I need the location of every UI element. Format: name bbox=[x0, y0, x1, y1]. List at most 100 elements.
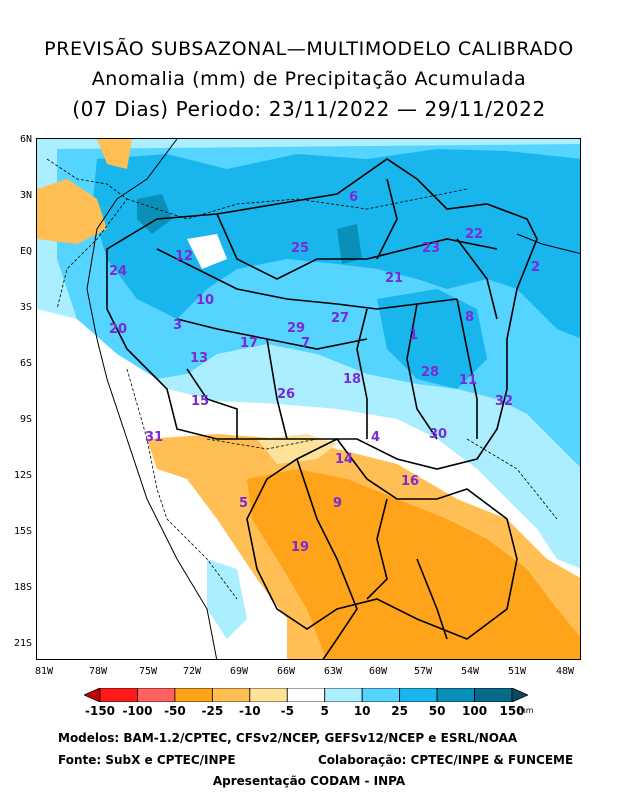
basin-label-8: 8 bbox=[465, 310, 474, 325]
legend-swatch bbox=[436, 688, 475, 702]
lon-label: 66W bbox=[276, 666, 296, 677]
anomaly-field-neutral-north bbox=[187, 234, 227, 269]
basin-label-14: 14 bbox=[335, 452, 353, 467]
lon-label: 48W bbox=[555, 666, 575, 677]
color-legend bbox=[84, 688, 528, 702]
lat-label: 15S bbox=[13, 526, 32, 537]
collaboration-credit: Colaboração: CPTEC/INPE & FUNCEME bbox=[318, 753, 574, 767]
legend-swatch bbox=[137, 688, 176, 702]
basin-label-18: 18 bbox=[343, 372, 361, 387]
anomaly-field-deep-blue bbox=[92, 149, 580, 339]
basin-label-12: 12 bbox=[175, 249, 193, 264]
basin-label-29: 29 bbox=[287, 321, 305, 336]
lon-label: 63W bbox=[323, 666, 343, 677]
lat-label: 9S bbox=[19, 414, 32, 425]
basin-label-2: 2 bbox=[531, 260, 540, 275]
legend-swatch bbox=[511, 688, 528, 702]
basin-label-27: 27 bbox=[331, 311, 349, 326]
basin-label-26: 26 bbox=[277, 387, 295, 402]
lat-label: 18S bbox=[13, 582, 32, 593]
basin-label-24: 24 bbox=[109, 264, 127, 279]
basin-label-5: 5 bbox=[239, 496, 248, 511]
basin-label-13: 13 bbox=[190, 351, 208, 366]
color-legend-bar bbox=[84, 688, 528, 702]
basin-label-6: 6 bbox=[349, 190, 358, 205]
map-svg: 1 2 3 4 5 6 7 8 9 10 11 12 13 14 15 16 1… bbox=[37, 139, 580, 659]
legend-tick-label: -100 bbox=[122, 704, 153, 718]
anomaly-field-light-orange-north bbox=[37, 179, 107, 244]
basin-label-15: 15 bbox=[191, 394, 209, 409]
legend-swatch bbox=[84, 688, 101, 702]
lat-label: 3N bbox=[19, 190, 32, 201]
lon-label: 60W bbox=[368, 666, 388, 677]
basin-label-32: 32 bbox=[495, 394, 513, 409]
anomaly-field-neutral-west bbox=[37, 309, 167, 539]
lat-label: 21S bbox=[13, 638, 32, 649]
legend-swatch bbox=[474, 688, 513, 702]
lat-label: 6N bbox=[19, 134, 32, 145]
lat-label: EQ bbox=[19, 246, 32, 257]
basin-label-17: 17 bbox=[240, 336, 258, 351]
basin-label-20: 20 bbox=[109, 322, 127, 337]
legend-tick-label: 100 bbox=[462, 704, 488, 718]
legend-tick-label: 10 bbox=[353, 704, 371, 718]
source-credit: Fonte: SubX e CPTEC/INPE bbox=[58, 753, 236, 767]
basin-label-22: 22 bbox=[465, 227, 483, 242]
legend-tick-label: 50 bbox=[428, 704, 446, 718]
lon-label: 81W bbox=[34, 666, 54, 677]
anomaly-field-light-blue-sw bbox=[207, 559, 247, 639]
legend-tick-label: 5 bbox=[320, 704, 329, 718]
legend-swatch bbox=[361, 688, 401, 702]
lon-label: 54W bbox=[460, 666, 480, 677]
basin-label-31: 31 bbox=[145, 430, 163, 445]
legend-swatch bbox=[286, 688, 326, 702]
legend-swatch bbox=[99, 688, 138, 702]
coastline bbox=[86, 139, 580, 659]
legend-unit: mm bbox=[518, 706, 534, 715]
lon-label: 69W bbox=[229, 666, 249, 677]
legend-swatch bbox=[211, 688, 251, 702]
lat-label: 12S bbox=[13, 470, 32, 481]
legend-swatch bbox=[174, 688, 213, 702]
anomaly-field-darkest-blue bbox=[137, 194, 172, 234]
legend-tick-label: -5 bbox=[280, 704, 294, 718]
basin-label-1: 1 bbox=[409, 328, 418, 343]
lat-label: 3S bbox=[19, 302, 32, 313]
map-title-line-2: Anomalia (mm) de Precipitação Acumulada bbox=[91, 68, 527, 90]
basin-labels: 1 2 3 4 5 6 7 8 9 10 11 12 13 14 15 16 1… bbox=[109, 190, 540, 555]
anomaly-map: 1 2 3 4 5 6 7 8 9 10 11 12 13 14 15 16 1… bbox=[36, 138, 581, 660]
basin-outlines bbox=[106, 158, 538, 659]
basin-label-19: 19 bbox=[291, 540, 309, 555]
lon-label: 51W bbox=[507, 666, 527, 677]
basin-label-21: 21 bbox=[385, 271, 403, 286]
basin-label-30: 30 bbox=[429, 427, 447, 442]
models-credit: Modelos: BAM-1.2/CPTEC, CFSv2/NCEP, GEFS… bbox=[58, 731, 518, 745]
legend-tick-label: -25 bbox=[201, 704, 224, 718]
legend-tick-label: -150 bbox=[84, 704, 116, 718]
lon-label: 57W bbox=[413, 666, 433, 677]
basin-label-25: 25 bbox=[291, 241, 309, 256]
basin-label-10: 10 bbox=[196, 293, 214, 308]
anomaly-field-darkest-blue-2 bbox=[337, 224, 362, 264]
legend-tick-label: 25 bbox=[391, 704, 408, 718]
map-title-line-1: PREVISÃO SUBSAZONAL—MULTIMODELO CALIBRAD… bbox=[44, 38, 574, 60]
legend-swatch bbox=[324, 688, 363, 702]
basin-label-28: 28 bbox=[421, 365, 439, 380]
anomaly-field-neutral-center bbox=[167, 389, 507, 539]
basin-label-3: 3 bbox=[173, 318, 182, 333]
basin-label-16: 16 bbox=[401, 474, 419, 489]
basin-label-11: 11 bbox=[459, 373, 477, 388]
basin-label-9: 9 bbox=[333, 496, 342, 511]
anomaly-field-light-orange-nw bbox=[97, 139, 132, 169]
lon-label: 78W bbox=[88, 666, 108, 677]
presentation-credit: Apresentação CODAM - INPA bbox=[212, 774, 406, 788]
lat-label: 6S bbox=[19, 358, 32, 369]
basin-label-7: 7 bbox=[301, 336, 310, 351]
anomaly-field-orange-south bbox=[247, 469, 580, 659]
legend-swatch bbox=[249, 688, 288, 702]
country-borders bbox=[46, 158, 558, 600]
map-title-line-3: (07 Dias) Periodo: 23/11/2022 — 29/11/20… bbox=[72, 97, 546, 121]
legend-tick-label: 150 bbox=[499, 704, 525, 718]
legend-swatch bbox=[399, 688, 438, 702]
basin-label-23: 23 bbox=[422, 241, 440, 256]
